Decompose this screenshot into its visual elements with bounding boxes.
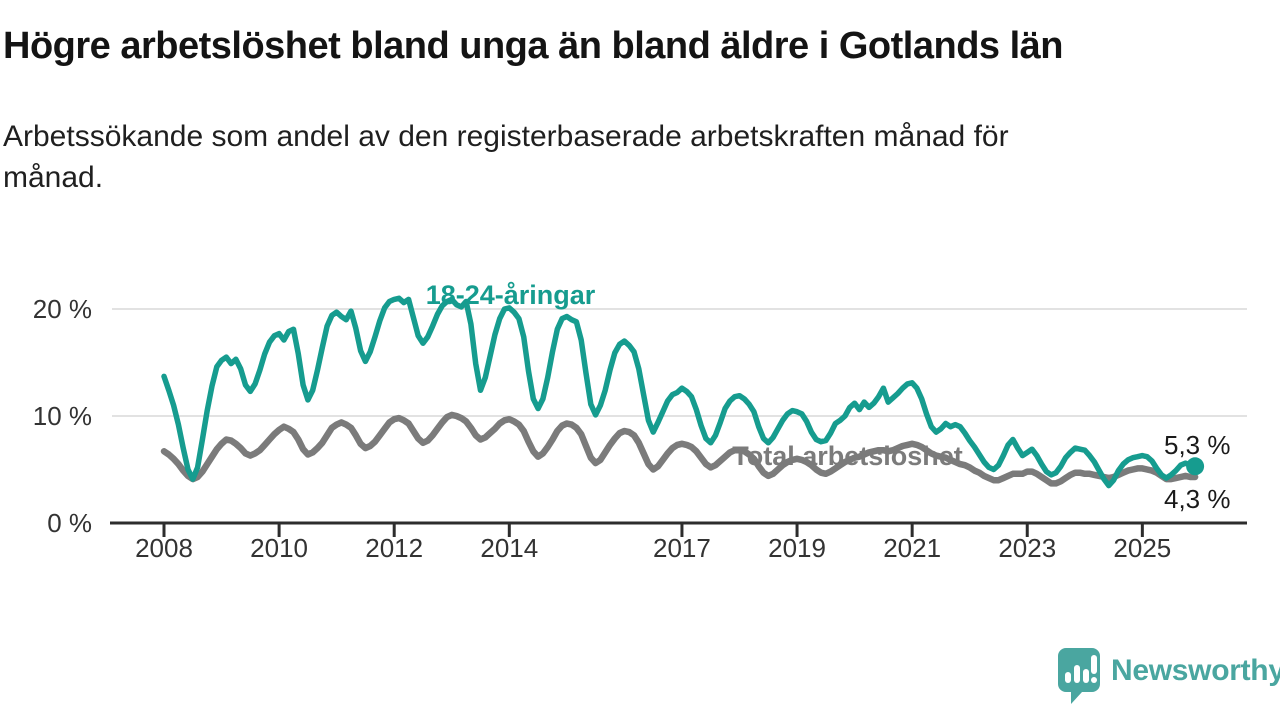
x-tick-label: 2008 — [135, 533, 193, 563]
logo-exclamation-bar — [1091, 655, 1097, 674]
series-label-youth: 18-24-åringar — [425, 280, 596, 310]
logo-exclamation-dot — [1091, 677, 1097, 683]
newsworthy-branding: Newsworthy — [1054, 646, 1280, 708]
x-tick-label: 2014 — [480, 533, 539, 563]
series-youth-line — [161, 295, 1198, 489]
chart-subtitle: Arbetssökande som andel av den registerb… — [3, 120, 1009, 194]
y-tick-label: 10 % — [32, 401, 92, 431]
series-youth-end-dot — [1186, 457, 1205, 476]
logo-bar-1 — [1065, 672, 1071, 683]
logo-bar-3 — [1083, 669, 1089, 683]
x-tick-label: 2021 — [883, 533, 942, 563]
x-tick-label: 2025 — [1113, 533, 1172, 563]
series-total-line — [160, 411, 1199, 487]
x-tick-label: 2017 — [653, 533, 711, 563]
x-tick-label: 2023 — [998, 533, 1057, 563]
y-tick-label: 0 % — [47, 508, 92, 538]
x-tick-label: 2012 — [365, 533, 424, 563]
x-tick-label: 2010 — [250, 533, 309, 563]
logo-bar-2 — [1074, 665, 1080, 683]
series-label-total: Total arbetslöshet — [732, 441, 963, 471]
end-value-label-youth: 5,3 % — [1164, 430, 1231, 460]
end-value-label-total: 4,3 % — [1164, 484, 1231, 514]
chart-title: Högre arbetslöshet bland unga än bland ä… — [3, 25, 1064, 67]
y-tick-label: 20 % — [32, 294, 92, 324]
x-tick-label: 2019 — [768, 533, 826, 563]
newsworthy-logo-icon — [1058, 648, 1100, 704]
newsworthy-logo-text: Newsworthy — [1111, 654, 1280, 687]
